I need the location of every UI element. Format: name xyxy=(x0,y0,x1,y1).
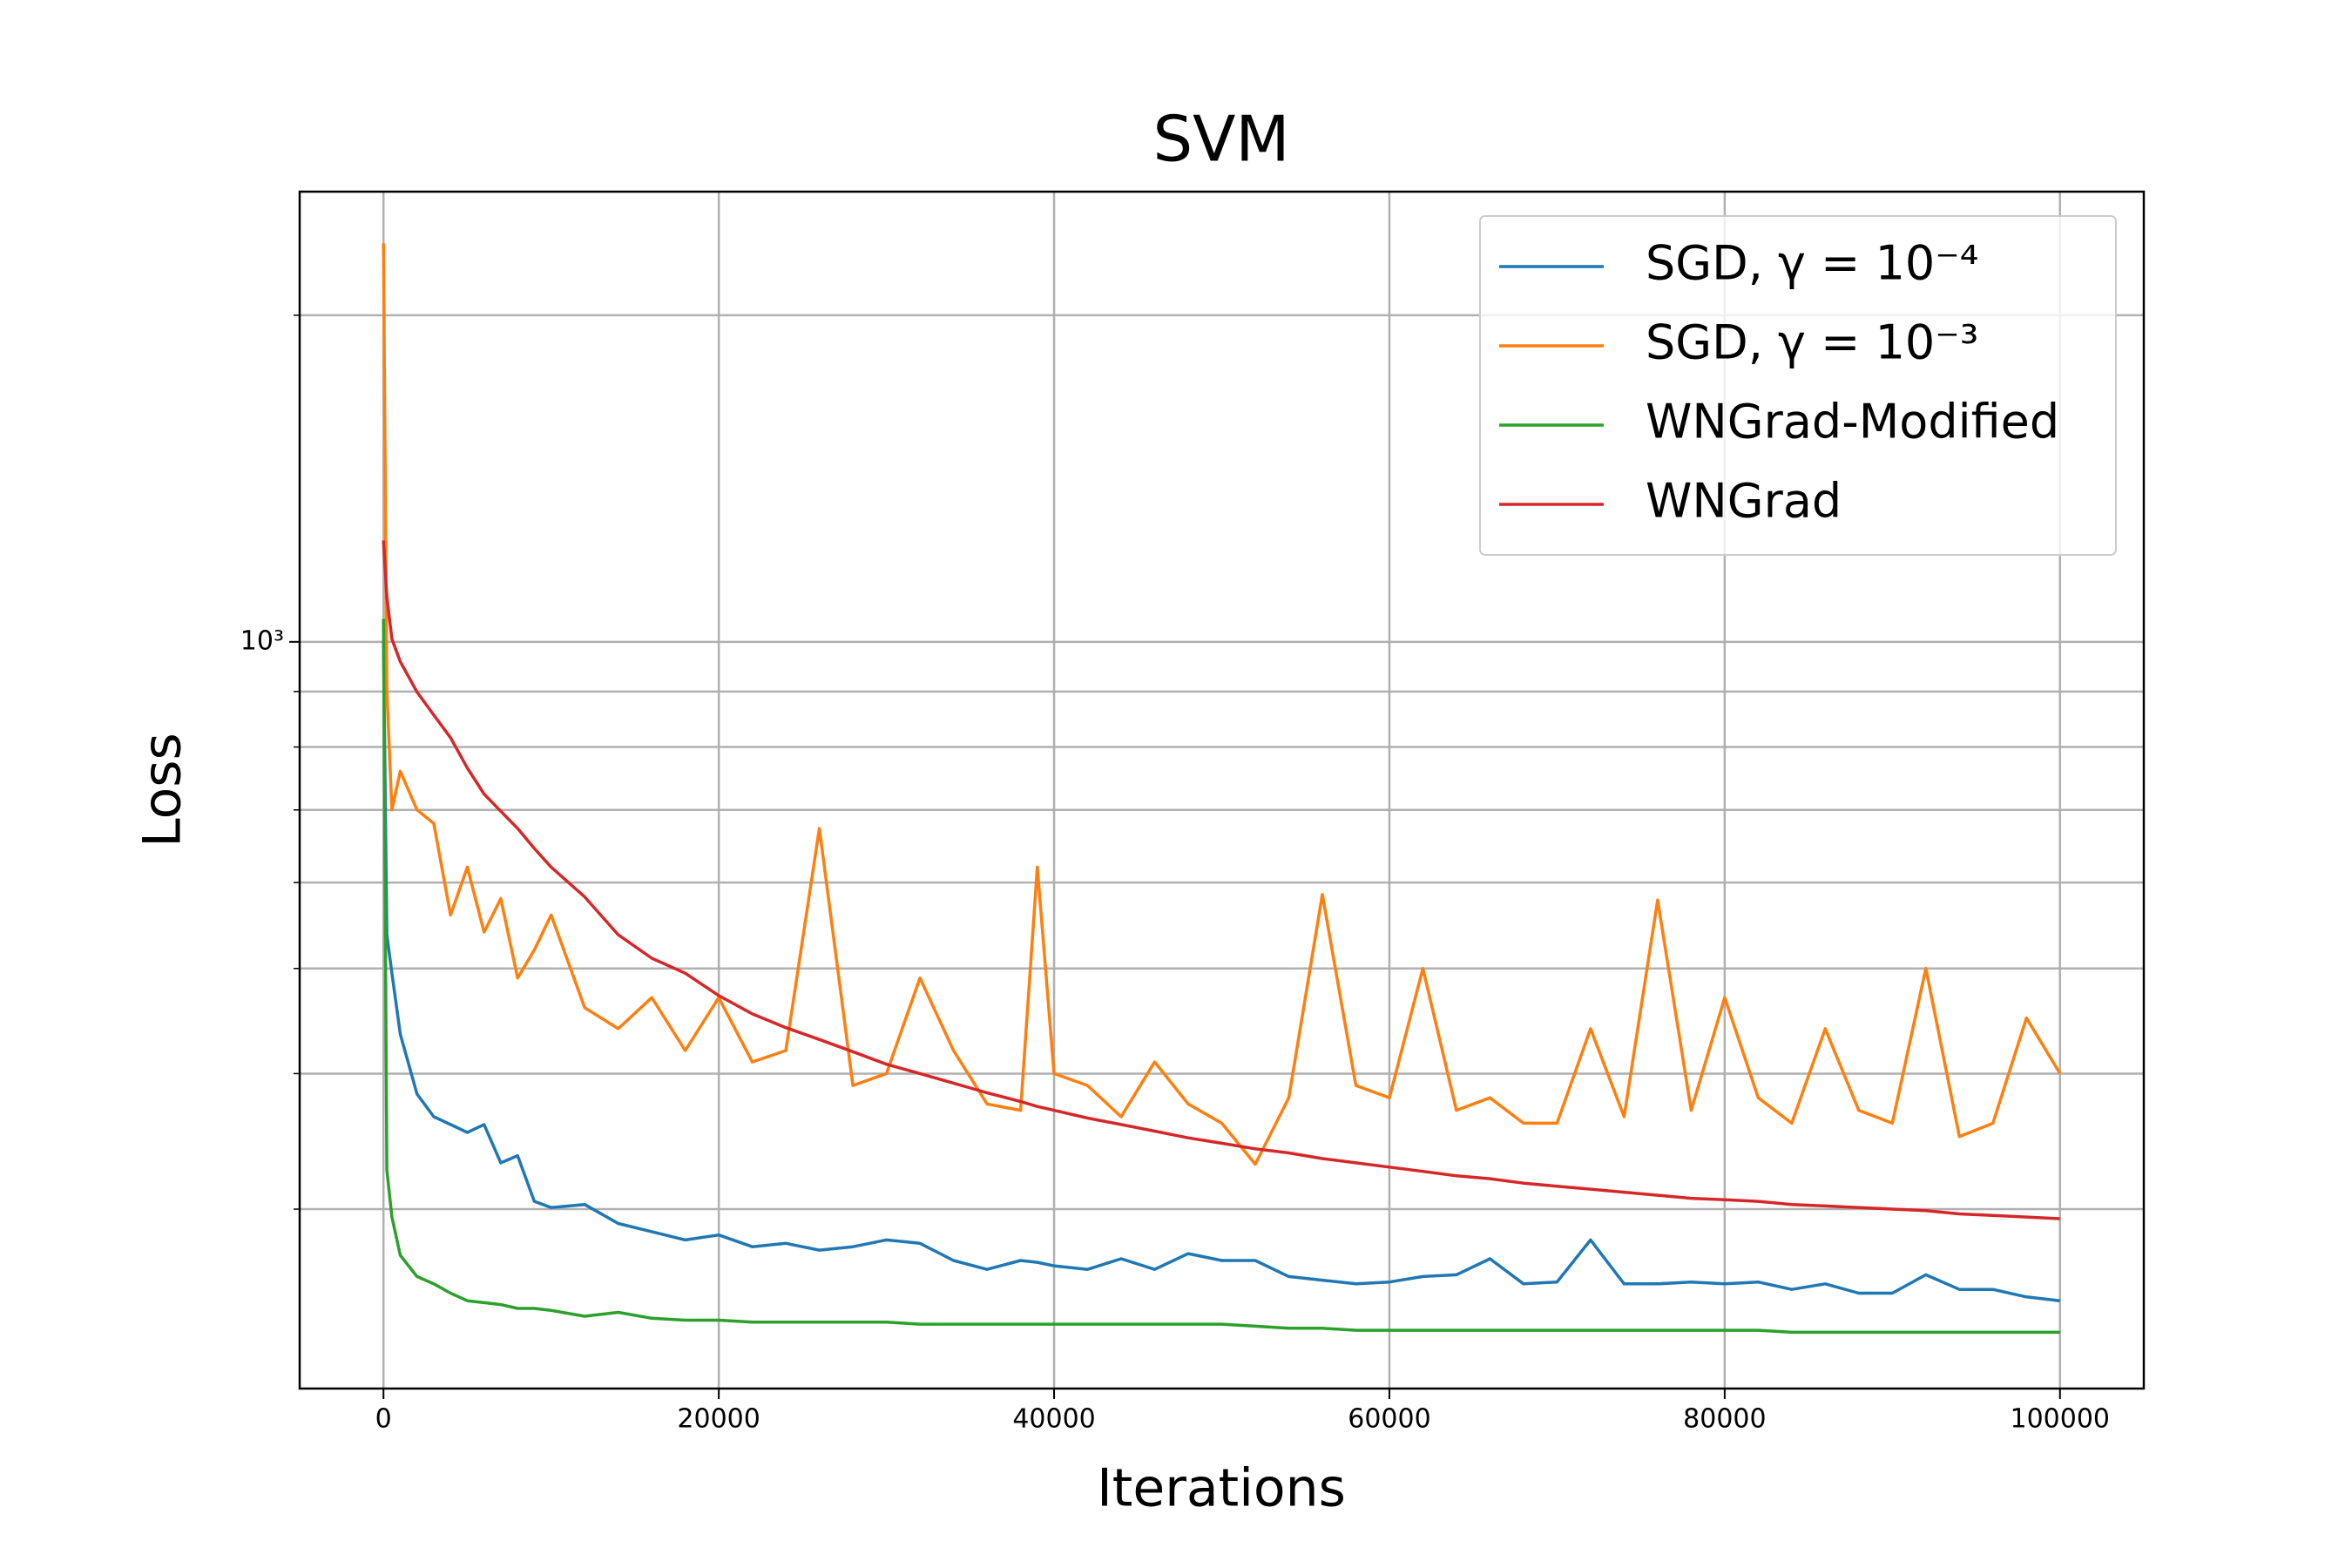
series-line xyxy=(382,641,2060,1302)
y-axis-label: Loss xyxy=(132,733,193,848)
series-line xyxy=(382,618,2060,1335)
series-line xyxy=(382,540,2060,1220)
legend-label: WNGrad xyxy=(1646,474,1842,529)
x-tick-label: 20000 xyxy=(677,1404,760,1435)
y-tick-label: 10³ xyxy=(240,625,284,656)
plot-lines xyxy=(382,243,2062,1335)
series-line xyxy=(382,243,2062,1166)
plot-frame xyxy=(298,190,2146,1390)
x-tick-label: 100000 xyxy=(2011,1404,2111,1435)
legend-box xyxy=(1479,215,2117,556)
legend-label: SGD, γ = 10⁻⁴ xyxy=(1646,236,1978,291)
x-tick-label: 80000 xyxy=(1683,1404,1766,1435)
x-tick-label: 60000 xyxy=(1348,1404,1430,1435)
x-axis-label: Iterations xyxy=(1097,1458,1346,1519)
legend-label: WNGrad-Modified xyxy=(1646,395,2059,449)
chart-title: SVM xyxy=(1152,103,1289,176)
x-tick-label: 0 xyxy=(375,1404,392,1435)
legend-label: SGD, γ = 10⁻³ xyxy=(1646,315,1978,370)
legend: SGD, γ = 10⁻⁴ SGD, γ = 10⁻³ WNGrad-Modifie… xyxy=(1479,215,2117,556)
grid xyxy=(300,192,2144,1389)
x-tick-label: 40000 xyxy=(1012,1404,1095,1435)
ticks: 0 20000 40000 60000 80000 100000 10³ xyxy=(240,314,2111,1435)
